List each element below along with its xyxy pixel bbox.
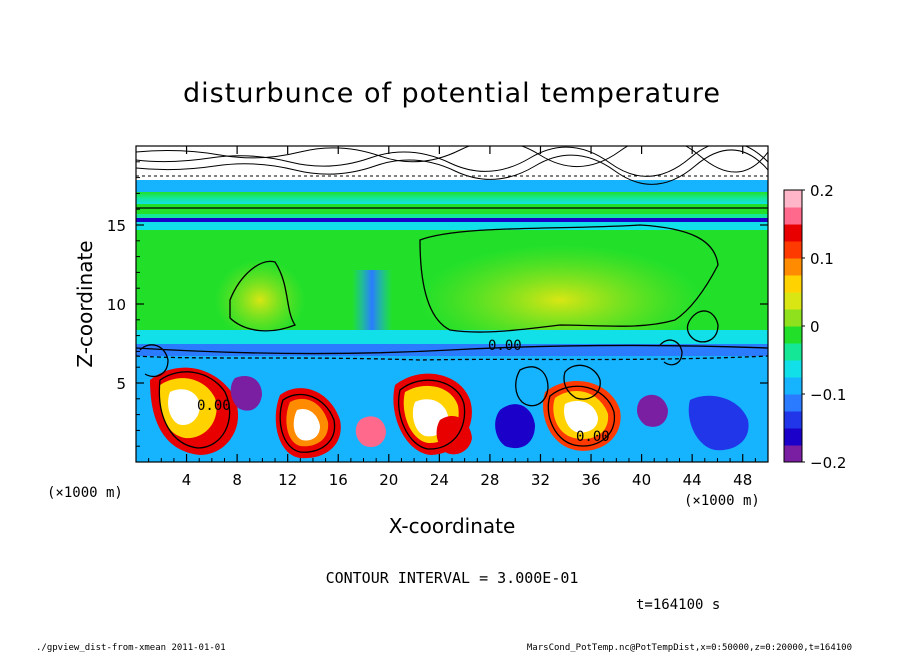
colorbar-swatch <box>784 394 802 412</box>
warm-patch-right <box>420 245 700 355</box>
chart-title: disturbunce of potential temperature <box>183 78 721 109</box>
colorbar-swatch <box>784 241 802 259</box>
colorbar-swatch <box>784 292 802 310</box>
contour-label: 0.00 <box>488 338 522 354</box>
colorbar-swatch <box>784 377 802 395</box>
x-tick-label: 48 <box>733 471 752 489</box>
colorbar-tick-label: −0.1 <box>810 386 846 404</box>
y-axis-title: Z-coordinate <box>73 240 97 367</box>
y-tick-label: 15 <box>107 217 126 235</box>
x-tick-label: 40 <box>632 471 651 489</box>
x-tick-label: 16 <box>329 471 348 489</box>
x-tick-label: 32 <box>531 471 550 489</box>
upper-cyan-band <box>136 180 768 192</box>
contour-interval-text: CONTOUR INTERVAL = 3.000E-01 <box>326 569 579 587</box>
y-axis: 5 10 15 <box>107 161 768 447</box>
colorbar-tick-label: 0 <box>810 318 820 336</box>
top-noise-contours <box>136 146 768 185</box>
contour-label: 0.00 <box>197 398 231 414</box>
colorbar-swatch <box>784 207 802 225</box>
colorbar-swatch <box>784 445 802 463</box>
x-unit-right: (×1000 m) <box>684 493 760 509</box>
colorbar-tick-label: 0.1 <box>810 250 834 268</box>
y-tick-label: 5 <box>116 375 126 393</box>
colorbar-swatch <box>784 275 802 293</box>
colorbar-tick-label: 0.2 <box>810 182 834 200</box>
x-tick-label: 12 <box>278 471 297 489</box>
colorbar-swatch <box>784 428 802 446</box>
colorbar-swatch <box>784 343 802 361</box>
footer-right: MarsCond_PotTemp.nc@PotTempDist,x=0:5000… <box>527 643 852 653</box>
x-tick-label: 36 <box>581 471 600 489</box>
x-tick-label: 24 <box>430 471 449 489</box>
y-tick-label: 10 <box>107 296 126 314</box>
warm-patch-left <box>215 260 305 340</box>
x-unit-left: (×1000 m) <box>47 485 123 501</box>
plot-area: 0.00 0.00 0.00 <box>136 146 768 462</box>
contour-labels: 0.00 0.00 0.00 <box>197 338 610 445</box>
footer-left: ./gpview_dist-from-xmean 2011-01-01 <box>36 643 226 653</box>
colorbar-swatch <box>784 326 802 344</box>
contour-lines <box>136 207 768 453</box>
colorbar-swatch <box>784 190 802 208</box>
time-label: t=164100 s <box>636 597 720 613</box>
colorbar-swatch <box>784 224 802 242</box>
top-noise-band <box>136 146 768 180</box>
x-axis-title: X-coordinate <box>389 514 516 538</box>
x-axis: 4 8 12 16 20 24 28 32 36 40 44 48 <box>148 146 756 489</box>
colorbar-tick-label: −0.2 <box>810 454 846 472</box>
colorbar-swatch <box>784 360 802 378</box>
x-tick-label: 28 <box>480 471 499 489</box>
colorbar-swatch <box>784 411 802 429</box>
colorbar-swatch <box>784 309 802 327</box>
blue-line <box>136 218 768 222</box>
cyan-lower-band <box>136 222 768 230</box>
x-tick-label: 4 <box>182 471 192 489</box>
upper-green-band <box>136 192 768 204</box>
colorbar-swatch <box>784 258 802 276</box>
colorbar: 0.2 0.1 0 −0.1 −0.2 <box>783 182 846 472</box>
x-tick-label: 20 <box>379 471 398 489</box>
contour-label: 0.00 <box>576 429 610 445</box>
x-tick-label: 8 <box>232 471 242 489</box>
x-tick-label: 44 <box>683 471 702 489</box>
convective-cells <box>150 367 749 459</box>
